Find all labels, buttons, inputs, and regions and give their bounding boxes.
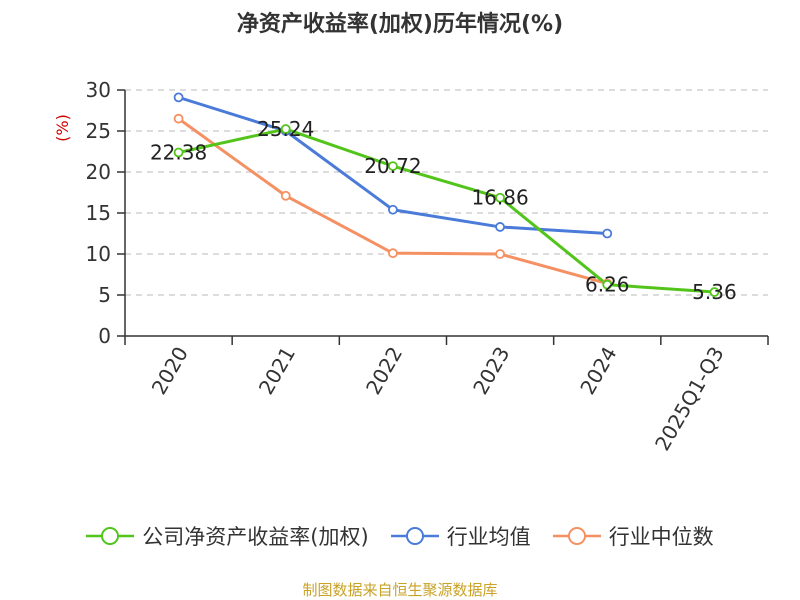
y-tick-label: 5	[98, 283, 111, 307]
legend: 公司净资产收益率(加权) 行业均值 行业中位数	[0, 521, 800, 551]
data-point	[388, 161, 398, 171]
data-point	[709, 287, 720, 297]
data-point	[495, 192, 505, 203]
x-tick-label: 2025Q1-Q3	[650, 343, 729, 455]
data-labels: 22.38 25.24 20.72 16.86 6.26 5.36	[150, 117, 737, 304]
data-point	[495, 222, 505, 232]
axes: 0 5 10 15 20 25 30 2020 2021 2022 2023 2024 2025Q1-Q…	[86, 78, 769, 455]
data-label: 6.26	[585, 273, 630, 297]
data-point	[495, 249, 505, 259]
legend-item-industry-avg[interactable]: 行业均值	[390, 521, 531, 551]
y-tick-label: 0	[98, 324, 111, 348]
series-points	[173, 92, 720, 297]
x-tick-label: 2020	[147, 343, 193, 399]
source-note: 制图数据来自恒生聚源数据库	[302, 581, 498, 599]
data-label: 25.24	[257, 117, 314, 141]
y-tick-label: 15	[86, 201, 111, 225]
legend-label: 行业中位数	[608, 525, 714, 549]
data-point	[173, 147, 184, 158]
legend-line-marker-icon	[390, 527, 439, 545]
data-point	[173, 113, 184, 124]
legend-label: 行业均值	[446, 525, 531, 549]
y-tick-label: 20	[86, 160, 111, 184]
data-label: 16.86	[471, 186, 528, 210]
x-tick-label: 2023	[468, 343, 514, 399]
x-tick-label: 2021	[254, 343, 300, 399]
y-tick-label: 30	[86, 78, 111, 102]
x-tick-label: 2024	[575, 343, 621, 399]
y-tick-label: 25	[86, 119, 111, 143]
data-point	[280, 124, 291, 134]
data-point	[602, 228, 613, 239]
x-tick-label: 2022	[361, 343, 407, 399]
y-tick-label: 10	[86, 242, 111, 266]
legend-item-company-roe[interactable]: 公司净资产收益率(加权)	[86, 521, 369, 551]
data-point	[173, 92, 184, 103]
legend-item-industry-median[interactable]: 行业中位数	[552, 521, 714, 551]
data-point	[280, 190, 291, 201]
legend-line-marker-icon	[86, 527, 135, 545]
data-label: 22.38	[150, 140, 207, 164]
y-axis-label: (%)	[53, 114, 72, 142]
legend-label: 公司净资产收益率(加权)	[142, 525, 369, 549]
data-point	[388, 248, 398, 259]
data-label: 20.72	[364, 154, 421, 178]
data-label: 5.36	[692, 280, 737, 304]
grid-lines	[125, 89, 768, 296]
data-point	[388, 204, 398, 215]
data-point	[602, 279, 613, 290]
legend-line-marker-icon	[552, 527, 601, 545]
series-line	[178, 127, 715, 294]
series-line	[177, 117, 608, 285]
chart-title: 净资产收益率(加权)历年情况(%)	[236, 12, 564, 37]
